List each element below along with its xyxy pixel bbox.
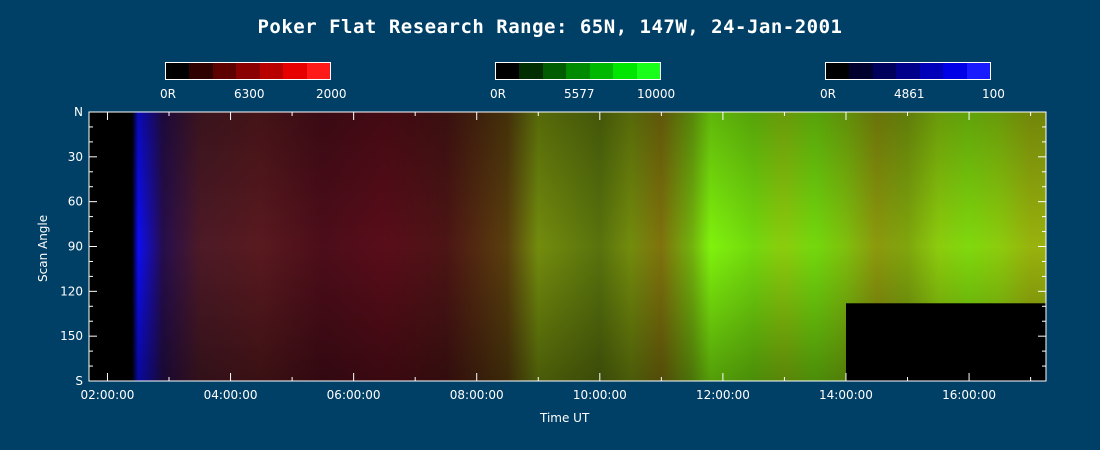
x-axis-label: Time UT xyxy=(540,411,590,425)
x-tick-label: 14:00:00 xyxy=(819,388,873,402)
colorbar-segment xyxy=(636,63,660,79)
x-tick-label: 10:00:00 xyxy=(573,388,627,402)
colorbar-6300-name: 6300 xyxy=(234,87,265,101)
y-tick-label: 150 xyxy=(60,329,83,343)
colorbar-segment xyxy=(166,63,190,79)
y-tick-label: 120 xyxy=(60,284,83,298)
colorbar-segment xyxy=(896,63,920,79)
colorbar-segment xyxy=(496,63,520,79)
colorbar-segment xyxy=(849,63,873,79)
y-tick-label: S xyxy=(75,374,83,388)
colorbar-segment xyxy=(589,63,614,79)
colorbar-6300 xyxy=(165,62,331,80)
colorbar-segment xyxy=(826,63,850,79)
x-tick-label: 04:00:00 xyxy=(204,388,258,402)
y-tick-label: 90 xyxy=(68,240,83,254)
x-tick-label: 02:00:00 xyxy=(81,388,135,402)
colorbar-5577-min-label: 0R xyxy=(490,87,506,101)
colorbar-5577-name: 5577 xyxy=(564,87,595,101)
x-tick-label: 06:00:00 xyxy=(327,388,381,402)
colorbar-4861 xyxy=(825,62,991,80)
colorbar-segment xyxy=(189,63,213,79)
keogram-image xyxy=(89,112,1046,381)
colorbar-segment xyxy=(943,63,967,79)
y-tick-label: 60 xyxy=(68,195,83,209)
colorbar-segment xyxy=(519,63,543,79)
colorbar-4861-min-label: 0R xyxy=(820,87,836,101)
colorbar-segment xyxy=(613,63,637,79)
y-tick-label: 30 xyxy=(68,150,83,164)
x-tick-label: 12:00:00 xyxy=(696,388,750,402)
colorbar-segment xyxy=(283,63,307,79)
colorbar-segment xyxy=(306,63,330,79)
chart-title: Poker Flat Research Range: 65N, 147W, 24… xyxy=(257,16,843,38)
y-axis-label: Scan Angle xyxy=(36,214,50,282)
colorbar-segment xyxy=(542,63,567,79)
colorbar-segment xyxy=(872,63,897,79)
colorbar-segment xyxy=(566,63,590,79)
colorbar-6300-max-label: 2000 xyxy=(316,87,347,101)
colorbar-segment xyxy=(919,63,944,79)
no-data-region xyxy=(845,303,1046,381)
plot-axes: 02:00:00 04:00:00 06:00:00 08:00:00 10:00:00… xyxy=(60,105,1047,402)
x-tick-label: 08:00:00 xyxy=(450,388,504,402)
x-tick-label: 16:00:00 xyxy=(942,388,996,402)
colorbar-6300-min-label: 0R xyxy=(160,87,176,101)
y-tick-label: N xyxy=(74,105,83,119)
colorbar-5577 xyxy=(495,62,661,80)
colorbar-segment xyxy=(236,63,260,79)
colorbar-4861-max-label: 100 xyxy=(982,87,1005,101)
colorbar-segment xyxy=(966,63,990,79)
colorbar-segment xyxy=(259,63,284,79)
colorbar-segment xyxy=(212,63,237,79)
colorbar-5577-max-label: 10000 xyxy=(637,87,676,101)
colorbar-4861-name: 4861 xyxy=(894,87,925,101)
